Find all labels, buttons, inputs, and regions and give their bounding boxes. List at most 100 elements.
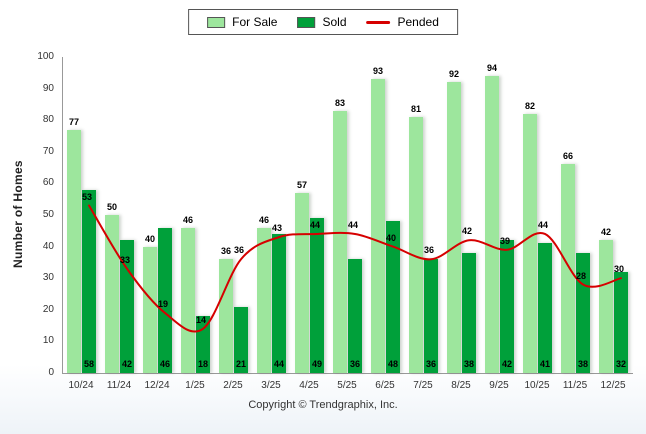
for-sale-value-label: 93	[372, 66, 384, 77]
y-tick-label: 90	[42, 82, 54, 94]
x-tick-label: 3/25	[261, 380, 281, 391]
bar-for-sale	[371, 79, 385, 373]
for-sale-value-label: 57	[296, 179, 308, 190]
copyright-text: Copyright © Trendgraphix, Inc.	[248, 399, 398, 411]
x-tick-label: 12/25	[600, 380, 626, 391]
sold-value-label: 38	[463, 359, 475, 369]
sold-value-label: 44	[273, 359, 285, 369]
sold-swatch-icon	[297, 16, 316, 28]
bar-sold	[82, 189, 96, 373]
for-sale-value-label: 40	[144, 233, 156, 244]
for-sale-value-label: 81	[410, 104, 422, 115]
y-tick-label: 50	[42, 209, 54, 220]
x-tick-label: 9/25	[489, 380, 509, 391]
x-tick-label: 10/24	[68, 380, 94, 391]
pended-value-label: 44	[347, 219, 359, 230]
sold-value-label: 36	[425, 359, 437, 369]
legend-label: For Sale	[232, 15, 278, 29]
sold-value-label: 49	[311, 359, 323, 369]
x-tick-label: 1/25	[185, 380, 205, 391]
for-sale-value-label: 36	[220, 246, 232, 257]
for-sale-value-label: 46	[182, 214, 194, 225]
x-tick-label: 11/24	[106, 380, 132, 391]
y-tick-label: 0	[48, 367, 54, 378]
pended-value-label: 43	[271, 223, 283, 234]
for-sale-value-label: 66	[562, 151, 574, 162]
pended-value-label: 30	[613, 264, 625, 275]
bar-sold	[272, 233, 286, 373]
y-tick-label: 30	[42, 272, 54, 284]
bar-for-sale	[333, 110, 347, 373]
bar-sold	[424, 259, 438, 373]
for-sale-value-label: 83	[334, 97, 346, 108]
bar-for-sale	[219, 259, 233, 373]
x-tick-label: 7/25	[413, 380, 433, 391]
bar-sold	[500, 240, 514, 373]
pended-value-label: 36	[233, 245, 245, 256]
sold-value-label: 36	[349, 359, 361, 369]
x-tick-label: 12/24	[144, 380, 170, 391]
x-tick-label: 6/25	[375, 380, 395, 391]
y-tick-label: 40	[42, 240, 54, 252]
y-tick-label: 70	[42, 145, 54, 157]
bar-for-sale	[447, 82, 461, 373]
bar-sold	[538, 243, 552, 373]
pended-value-label: 44	[537, 219, 549, 230]
pended-value-label: 28	[575, 270, 587, 281]
plot-area: 77 58 53 50 42 33 40 46 19 46 18 14 36 21 36 46 44 43 57 49…	[62, 57, 633, 374]
for-sale-value-label: 50	[106, 202, 118, 212]
legend-label: Pended	[397, 15, 439, 29]
sold-value-label: 42	[121, 359, 133, 369]
pended-value-label: 40	[385, 232, 397, 243]
bar-for-sale	[257, 227, 271, 373]
x-tick-label: 11/25	[562, 380, 588, 391]
bar-sold	[386, 221, 400, 373]
bar-for-sale	[409, 117, 423, 373]
x-tick-label: 10/25	[524, 380, 550, 391]
y-tick-label: 60	[42, 177, 54, 189]
y-tick-label: 100	[37, 51, 54, 62]
bar-for-sale	[143, 246, 157, 373]
bar-for-sale	[67, 129, 81, 373]
legend: For Sale Sold Pended	[188, 9, 458, 35]
pended-value-label: 36	[423, 245, 435, 256]
x-tick-label: 5/25	[337, 380, 357, 391]
sold-value-label: 58	[83, 359, 95, 369]
sold-value-label: 41	[539, 359, 551, 369]
bar-for-sale	[523, 113, 537, 373]
sold-value-label: 32	[615, 359, 627, 369]
pended-value-label: 33	[119, 254, 131, 265]
x-tick-label: 4/25	[299, 380, 319, 391]
pended-value-label: 14	[195, 314, 207, 325]
bar-for-sale	[295, 192, 309, 373]
for-sale-value-label: 82	[524, 100, 536, 111]
x-tick-label: 8/25	[451, 380, 471, 391]
pended-value-label: 44	[309, 219, 321, 230]
bar-sold	[348, 259, 362, 373]
sold-value-label: 48	[387, 359, 399, 369]
sold-value-label: 46	[159, 359, 171, 369]
pended-value-label: 42	[461, 226, 473, 237]
for-sale-value-label: 46	[258, 214, 270, 225]
for-sale-swatch-icon	[207, 16, 226, 28]
legend-item-sold: Sold	[297, 15, 347, 29]
bar-sold	[462, 252, 476, 373]
x-tick-label: 2/25	[223, 380, 243, 391]
pended-value-label: 53	[81, 191, 93, 202]
y-tick-label: 10	[42, 335, 54, 347]
bar-for-sale	[105, 215, 119, 373]
pended-swatch-icon	[366, 20, 391, 24]
sold-value-label: 21	[235, 359, 247, 369]
y-tick-label: 80	[42, 114, 54, 126]
pended-value-label: 39	[499, 235, 511, 246]
bar-for-sale	[561, 164, 575, 373]
for-sale-value-label: 92	[448, 69, 460, 80]
bar-for-sale	[599, 240, 613, 373]
sold-value-label: 18	[197, 359, 209, 369]
bar-for-sale	[181, 227, 195, 373]
bar-sold	[310, 218, 324, 373]
legend-item-pended: Pended	[366, 15, 439, 29]
legend-item-for-sale: For Sale	[207, 15, 277, 29]
for-sale-value-label: 77	[68, 116, 80, 127]
